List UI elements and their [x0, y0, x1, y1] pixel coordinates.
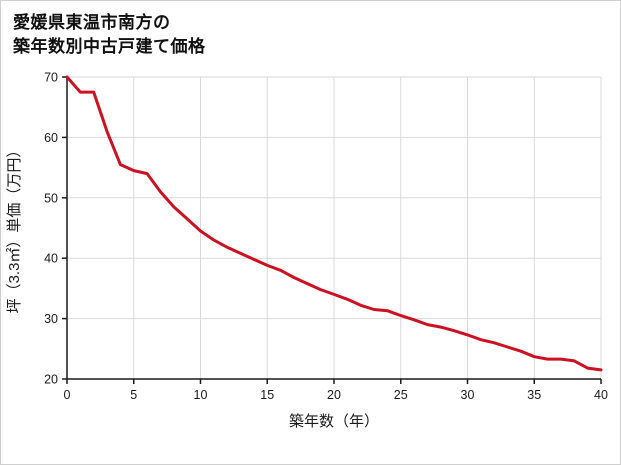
svg-text:20: 20	[44, 372, 58, 386]
svg-text:20: 20	[327, 388, 341, 402]
svg-text:築年数（年）: 築年数（年）	[289, 412, 379, 430]
svg-text:35: 35	[527, 388, 541, 402]
svg-text:30: 30	[44, 312, 58, 326]
svg-text:70: 70	[44, 70, 58, 84]
chart-title-line1: 愛媛県東温市南方の	[13, 13, 171, 32]
svg-text:0: 0	[64, 388, 71, 402]
svg-text:坪（3.3㎡）単価（万円）: 坪（3.3㎡）単価（万円）	[6, 142, 23, 313]
svg-text:15: 15	[260, 388, 274, 402]
svg-text:40: 40	[44, 251, 58, 265]
svg-text:10: 10	[194, 388, 208, 402]
svg-text:50: 50	[44, 191, 58, 205]
chart-title: 愛媛県東温市南方の 築年数別中古戸建て価格	[1, 1, 620, 61]
svg-text:40: 40	[594, 388, 608, 402]
chart-svg: 0 5 10 15 20 25 30 35 40 20 30 40 50 60 70 築年数（年） 坪（3.3㎡…	[6, 70, 608, 430]
chart-title-line2: 築年数別中古戸建て価格	[13, 36, 206, 56]
svg-text:60: 60	[44, 130, 58, 144]
svg-text:30: 30	[461, 388, 475, 402]
svg-text:25: 25	[394, 388, 408, 402]
svg-text:5: 5	[130, 388, 137, 402]
chart-area: 0 5 10 15 20 25 30 35 40 20 30 40 50 60 70 築年数（年） 坪（3.3㎡…	[1, 61, 620, 443]
